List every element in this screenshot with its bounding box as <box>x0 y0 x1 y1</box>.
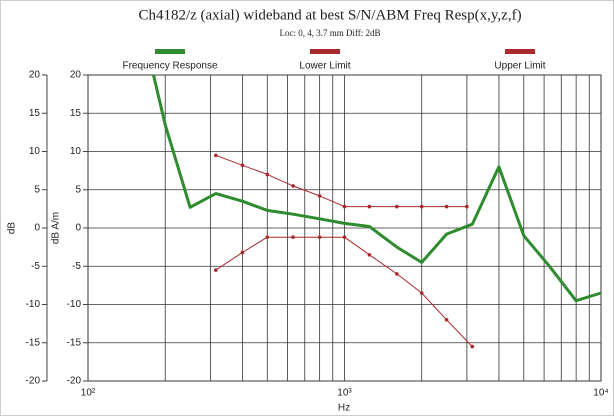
y2-axis-label: dB A/m <box>51 212 62 244</box>
point <box>317 235 322 239</box>
y-tick-label: -5 <box>31 261 40 272</box>
point <box>444 318 449 322</box>
legend-label: Frequency Response <box>122 61 217 72</box>
point <box>214 153 218 158</box>
y2-tick-label: -10 <box>67 299 82 310</box>
y-tick-label: 10 <box>29 146 41 157</box>
x-tick-label: 10⁴ <box>593 388 608 399</box>
point <box>291 235 295 239</box>
y-tick-label: 15 <box>29 108 41 119</box>
point <box>342 235 347 239</box>
legend-label: Upper Limit <box>494 61 545 72</box>
y2-tick-label: -5 <box>72 261 81 272</box>
point <box>444 204 449 209</box>
x-tick-label: 10² <box>81 388 96 399</box>
y2-tick-label: 0 <box>75 223 81 234</box>
x-tick-label: 10³ <box>337 388 352 399</box>
series-line <box>152 74 602 303</box>
y-tick-label: -10 <box>26 299 41 310</box>
y2-tick-label: 20 <box>70 70 82 81</box>
y-tick-label: 0 <box>34 223 40 234</box>
point <box>317 194 322 198</box>
point <box>419 204 424 209</box>
point <box>240 163 245 168</box>
point <box>395 204 399 209</box>
point <box>291 184 295 188</box>
point <box>367 252 372 257</box>
legend-swatch <box>310 49 340 54</box>
y2-tick-label: -15 <box>67 337 82 348</box>
legend-swatch <box>505 49 535 54</box>
point <box>214 268 218 272</box>
y2-tick-label: 5 <box>75 184 81 195</box>
point <box>342 204 347 209</box>
y-axis-label: dB <box>7 222 18 235</box>
legend-swatch <box>155 49 185 54</box>
chart-title: Ch4182/z (axial) wideband at best S/N/AB… <box>138 7 521 23</box>
point <box>265 235 270 239</box>
y-tick-label: -20 <box>26 376 41 387</box>
point <box>419 291 424 295</box>
legend-label: Lower Limit <box>299 61 350 72</box>
point <box>265 172 270 177</box>
y2-tick-label: -20 <box>67 376 82 387</box>
y-tick-label: 5 <box>34 184 40 195</box>
y-tick-label: 20 <box>29 70 41 81</box>
y2-tick-label: 15 <box>70 108 82 119</box>
y-tick-label: -15 <box>26 337 41 348</box>
y2-tick-label: 10 <box>70 146 82 157</box>
point <box>367 204 372 209</box>
point <box>240 250 245 255</box>
chart-subtitle: Loc: 0, 4, 3.7 mm Diff: 2dB <box>279 28 380 38</box>
point <box>465 204 469 209</box>
point <box>395 272 399 276</box>
x-axis-label: Hz <box>338 403 350 414</box>
point <box>470 344 475 349</box>
